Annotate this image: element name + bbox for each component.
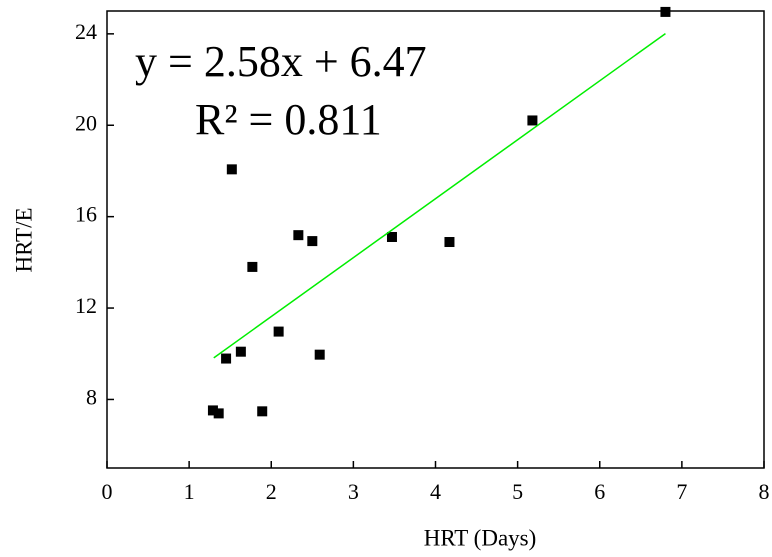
x-tick-label: 3 bbox=[348, 479, 359, 504]
data-point bbox=[257, 406, 268, 417]
data-point bbox=[444, 237, 455, 248]
data-point bbox=[527, 115, 538, 126]
y-axis-label: HRT/E bbox=[11, 207, 36, 272]
x-tick-label: 0 bbox=[102, 479, 113, 504]
x-tick-label: 4 bbox=[430, 479, 441, 504]
data-point bbox=[386, 231, 397, 242]
y-tick-label: 24 bbox=[75, 19, 97, 44]
x-tick-label: 6 bbox=[594, 479, 605, 504]
r-squared: R² = 0.811 bbox=[195, 95, 382, 144]
data-point bbox=[660, 6, 671, 17]
data-point bbox=[226, 164, 237, 175]
equation: y = 2.58x + 6.47 bbox=[135, 37, 427, 86]
y-tick-label: 20 bbox=[75, 110, 97, 135]
data-point bbox=[293, 230, 304, 241]
data-point bbox=[314, 349, 325, 360]
data-point bbox=[235, 346, 246, 357]
data-point bbox=[307, 236, 318, 247]
y-tick-label: 12 bbox=[75, 293, 97, 318]
y-tick-label: 8 bbox=[86, 384, 97, 409]
x-tick-label: 2 bbox=[266, 479, 277, 504]
data-point bbox=[213, 408, 224, 419]
data-point bbox=[207, 405, 218, 416]
data-point bbox=[247, 261, 258, 272]
x-axis-label: HRT (Days) bbox=[424, 525, 537, 550]
x-tick-label: 1 bbox=[184, 479, 195, 504]
x-tick-label: 5 bbox=[512, 479, 523, 504]
data-point bbox=[273, 326, 284, 337]
y-tick-label: 16 bbox=[75, 202, 97, 227]
x-tick-label: 7 bbox=[676, 479, 687, 504]
x-tick-label: 8 bbox=[759, 479, 770, 504]
data-point bbox=[221, 353, 232, 364]
fit-line bbox=[213, 33, 666, 359]
